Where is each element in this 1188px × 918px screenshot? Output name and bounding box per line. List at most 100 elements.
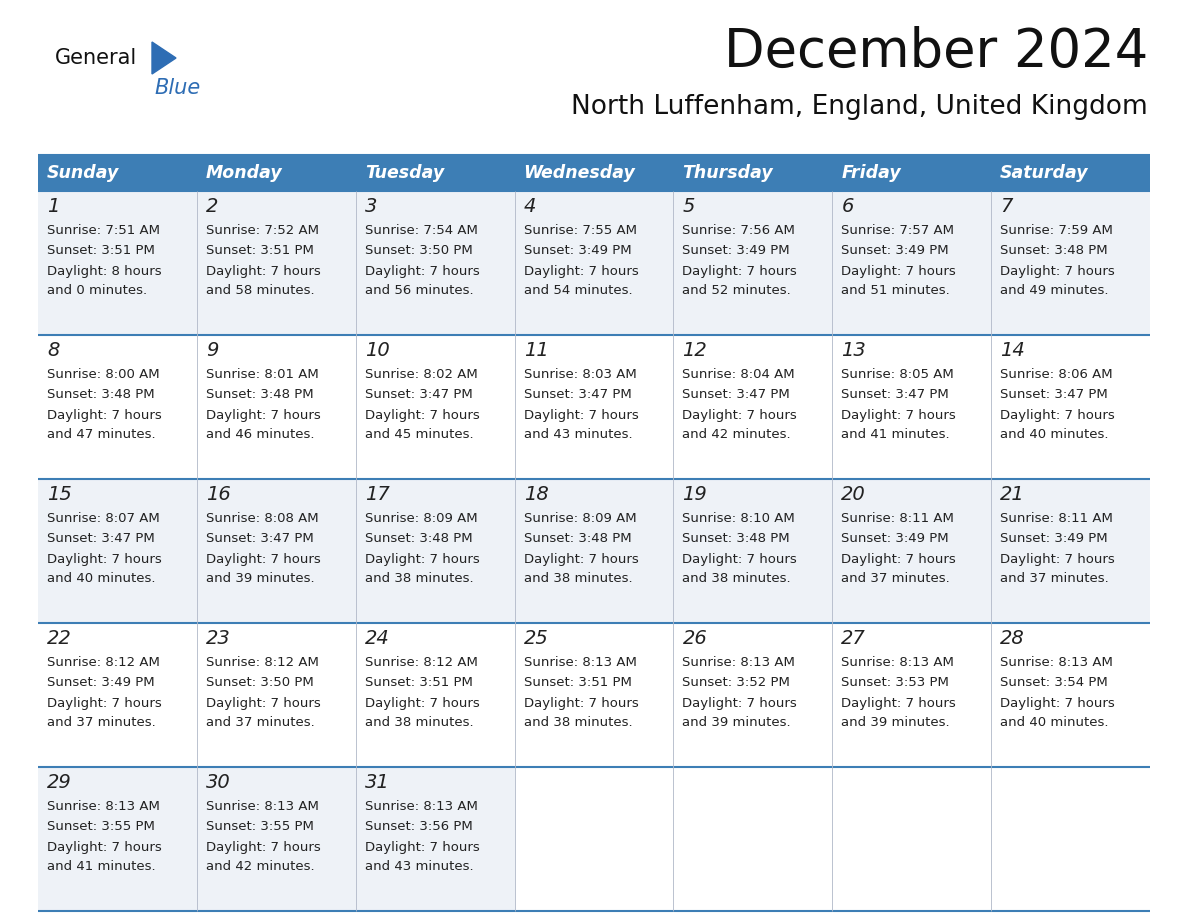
Text: Sunset: 3:54 PM: Sunset: 3:54 PM	[1000, 677, 1108, 689]
Text: Sunrise: 7:55 AM: Sunrise: 7:55 AM	[524, 225, 637, 238]
Text: Sunrise: 7:57 AM: Sunrise: 7:57 AM	[841, 225, 954, 238]
Text: 4: 4	[524, 197, 536, 217]
Text: Sunset: 3:47 PM: Sunset: 3:47 PM	[682, 388, 790, 401]
Bar	[38, 335, 1150, 479]
Text: 24: 24	[365, 630, 390, 648]
Text: Saturday: Saturday	[1000, 164, 1088, 182]
Text: and 42 minutes.: and 42 minutes.	[682, 429, 791, 442]
Text: and 40 minutes.: and 40 minutes.	[1000, 429, 1108, 442]
Polygon shape	[152, 42, 176, 74]
Text: Sunrise: 8:12 AM: Sunrise: 8:12 AM	[206, 656, 318, 669]
Text: Daylight: 7 hours: Daylight: 7 hours	[48, 553, 162, 565]
Text: Daylight: 7 hours: Daylight: 7 hours	[524, 409, 638, 421]
Text: 30: 30	[206, 774, 230, 792]
Text: Sunset: 3:48 PM: Sunset: 3:48 PM	[682, 532, 790, 545]
Text: Daylight: 7 hours: Daylight: 7 hours	[524, 264, 638, 277]
Text: and 46 minutes.: and 46 minutes.	[206, 429, 315, 442]
Text: North Luffenham, England, United Kingdom: North Luffenham, England, United Kingdom	[571, 94, 1148, 120]
Text: 14: 14	[1000, 341, 1025, 361]
Text: Sunset: 3:48 PM: Sunset: 3:48 PM	[1000, 244, 1107, 258]
Text: Sunset: 3:55 PM: Sunset: 3:55 PM	[206, 821, 314, 834]
Bar	[674, 767, 833, 911]
Bar	[38, 191, 1150, 335]
Text: and 38 minutes.: and 38 minutes.	[365, 717, 473, 730]
Text: Sunrise: 8:02 AM: Sunrise: 8:02 AM	[365, 368, 478, 382]
Text: Daylight: 7 hours: Daylight: 7 hours	[682, 553, 797, 565]
Text: and 37 minutes.: and 37 minutes.	[1000, 573, 1108, 586]
Text: Sunrise: 8:13 AM: Sunrise: 8:13 AM	[841, 656, 954, 669]
Text: Daylight: 7 hours: Daylight: 7 hours	[524, 553, 638, 565]
Text: Sunset: 3:47 PM: Sunset: 3:47 PM	[365, 388, 473, 401]
Text: and 54 minutes.: and 54 minutes.	[524, 285, 632, 297]
Text: and 39 minutes.: and 39 minutes.	[206, 573, 315, 586]
Text: 28: 28	[1000, 630, 1025, 648]
Text: Sunset: 3:47 PM: Sunset: 3:47 PM	[524, 388, 631, 401]
Text: Sunrise: 8:07 AM: Sunrise: 8:07 AM	[48, 512, 159, 525]
Bar	[38, 767, 1150, 911]
Text: Sunrise: 8:13 AM: Sunrise: 8:13 AM	[206, 800, 318, 813]
Text: 11: 11	[524, 341, 549, 361]
Text: Sunrise: 8:12 AM: Sunrise: 8:12 AM	[365, 656, 478, 669]
Bar	[38, 479, 1150, 623]
Text: Sunset: 3:51 PM: Sunset: 3:51 PM	[48, 244, 154, 258]
Text: Sunrise: 8:13 AM: Sunrise: 8:13 AM	[1000, 656, 1113, 669]
Text: 27: 27	[841, 630, 866, 648]
Text: Daylight: 7 hours: Daylight: 7 hours	[206, 409, 321, 421]
Text: Daylight: 7 hours: Daylight: 7 hours	[841, 264, 956, 277]
Text: and 41 minutes.: and 41 minutes.	[48, 860, 156, 874]
Text: and 49 minutes.: and 49 minutes.	[1000, 285, 1108, 297]
Text: Sunrise: 7:51 AM: Sunrise: 7:51 AM	[48, 225, 160, 238]
Text: Sunrise: 8:11 AM: Sunrise: 8:11 AM	[841, 512, 954, 525]
Text: Tuesday: Tuesday	[365, 164, 444, 182]
Text: Monday: Monday	[206, 164, 283, 182]
Text: Sunday: Sunday	[48, 164, 119, 182]
Text: 20: 20	[841, 486, 866, 505]
Text: Sunrise: 8:09 AM: Sunrise: 8:09 AM	[365, 512, 478, 525]
Text: Daylight: 7 hours: Daylight: 7 hours	[841, 697, 956, 710]
Bar	[514, 767, 674, 911]
Text: Friday: Friday	[841, 164, 901, 182]
Text: Sunrise: 8:12 AM: Sunrise: 8:12 AM	[48, 656, 160, 669]
Text: Sunset: 3:48 PM: Sunset: 3:48 PM	[48, 388, 154, 401]
Text: Sunrise: 8:13 AM: Sunrise: 8:13 AM	[524, 656, 637, 669]
Text: 17: 17	[365, 486, 390, 505]
Text: Sunset: 3:47 PM: Sunset: 3:47 PM	[841, 388, 949, 401]
Text: Sunset: 3:49 PM: Sunset: 3:49 PM	[1000, 532, 1107, 545]
Text: Sunrise: 8:03 AM: Sunrise: 8:03 AM	[524, 368, 637, 382]
Text: 7: 7	[1000, 197, 1012, 217]
Text: and 43 minutes.: and 43 minutes.	[365, 860, 473, 874]
Text: 16: 16	[206, 486, 230, 505]
Text: Daylight: 7 hours: Daylight: 7 hours	[206, 553, 321, 565]
Text: 9: 9	[206, 341, 219, 361]
Text: 22: 22	[48, 630, 71, 648]
Text: Daylight: 7 hours: Daylight: 7 hours	[365, 264, 480, 277]
Text: Sunrise: 8:00 AM: Sunrise: 8:00 AM	[48, 368, 159, 382]
Text: and 39 minutes.: and 39 minutes.	[841, 717, 950, 730]
Text: and 45 minutes.: and 45 minutes.	[365, 429, 473, 442]
Text: 6: 6	[841, 197, 854, 217]
Text: 15: 15	[48, 486, 71, 505]
Text: 5: 5	[682, 197, 695, 217]
Text: and 0 minutes.: and 0 minutes.	[48, 285, 147, 297]
Text: Daylight: 7 hours: Daylight: 7 hours	[841, 409, 956, 421]
Text: Daylight: 7 hours: Daylight: 7 hours	[682, 409, 797, 421]
Text: Daylight: 7 hours: Daylight: 7 hours	[206, 841, 321, 854]
Text: 10: 10	[365, 341, 390, 361]
Text: Sunrise: 8:13 AM: Sunrise: 8:13 AM	[48, 800, 160, 813]
Text: Sunset: 3:49 PM: Sunset: 3:49 PM	[524, 244, 631, 258]
Text: and 41 minutes.: and 41 minutes.	[841, 429, 950, 442]
Text: Sunset: 3:47 PM: Sunset: 3:47 PM	[1000, 388, 1108, 401]
Text: Daylight: 7 hours: Daylight: 7 hours	[682, 264, 797, 277]
Text: 8: 8	[48, 341, 59, 361]
Text: Sunrise: 8:11 AM: Sunrise: 8:11 AM	[1000, 512, 1113, 525]
Text: 3: 3	[365, 197, 377, 217]
Text: Sunset: 3:48 PM: Sunset: 3:48 PM	[524, 532, 631, 545]
Text: Sunset: 3:51 PM: Sunset: 3:51 PM	[524, 677, 632, 689]
Text: 31: 31	[365, 774, 390, 792]
Text: Sunset: 3:50 PM: Sunset: 3:50 PM	[206, 677, 314, 689]
Text: Daylight: 7 hours: Daylight: 7 hours	[1000, 553, 1114, 565]
Text: and 38 minutes.: and 38 minutes.	[682, 573, 791, 586]
Text: Sunrise: 8:13 AM: Sunrise: 8:13 AM	[682, 656, 795, 669]
Bar	[833, 767, 991, 911]
Text: Sunset: 3:52 PM: Sunset: 3:52 PM	[682, 677, 790, 689]
